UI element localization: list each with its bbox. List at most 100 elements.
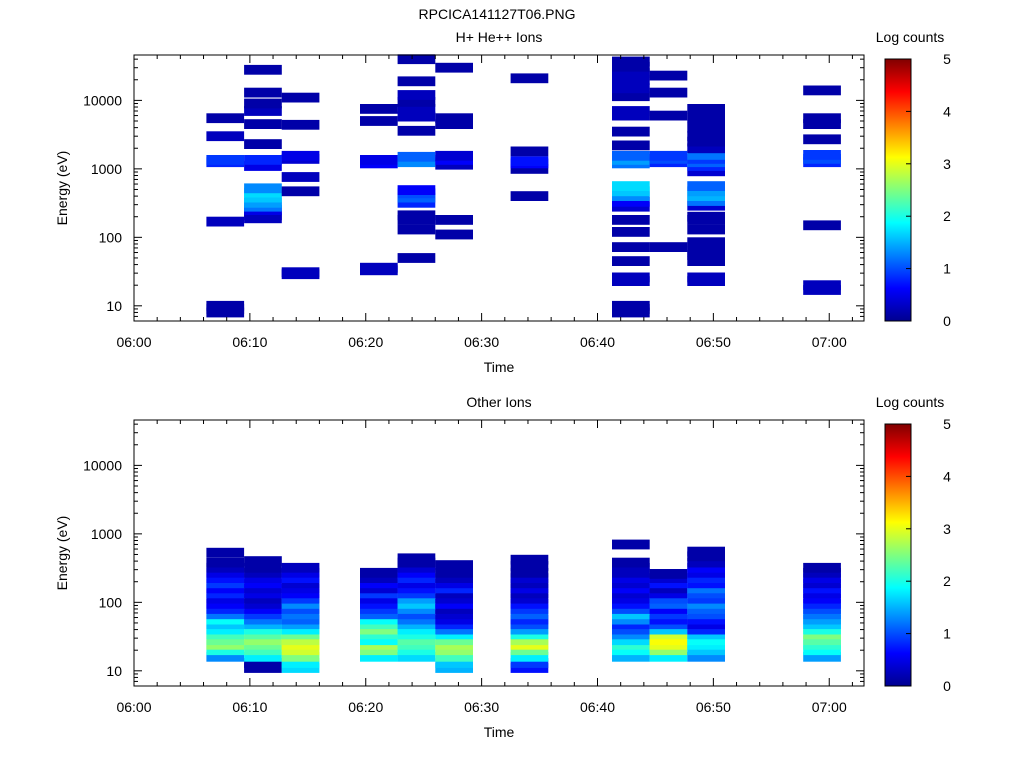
x-tick-label: 06:00 bbox=[116, 334, 151, 350]
heatmap-cell bbox=[206, 583, 245, 594]
heatmap-cell bbox=[397, 573, 436, 583]
heatmap-cell bbox=[803, 85, 841, 96]
heatmap-cell bbox=[510, 593, 549, 604]
colorbar-gradient bbox=[884, 423, 912, 687]
heatmap-cell bbox=[244, 161, 282, 171]
panel-title: Other Ions bbox=[466, 394, 531, 410]
heatmap-cell bbox=[397, 583, 436, 594]
heatmap-cell bbox=[510, 73, 549, 84]
heatmap-cell bbox=[244, 155, 282, 165]
heatmap-cell bbox=[206, 113, 245, 124]
x-tick-label: 07:00 bbox=[812, 334, 847, 350]
panel-title: H+ He++ Ions bbox=[456, 29, 543, 45]
heatmap-cell bbox=[435, 62, 473, 73]
heatmap-cell bbox=[281, 583, 320, 594]
heatmap-cell bbox=[687, 609, 725, 620]
colorbar-tick-label: 5 bbox=[943, 51, 951, 67]
heatmap-cell bbox=[510, 164, 549, 174]
heatmap-cell bbox=[612, 588, 650, 599]
heatmap-cell bbox=[397, 97, 436, 107]
heatmap-cell bbox=[397, 185, 436, 195]
heatmap-cell bbox=[206, 131, 245, 142]
heatmap-cell bbox=[244, 578, 282, 589]
heatmap-cell bbox=[435, 150, 473, 161]
panel-1: 06:00 06:10 06:20 06:30 06:40 06:50 07:0010100… bbox=[54, 29, 951, 375]
heatmap-cell bbox=[612, 567, 650, 578]
x-tick-label: 06:20 bbox=[348, 334, 383, 350]
heatmap-cell bbox=[649, 110, 688, 121]
heatmap-cell bbox=[687, 224, 725, 235]
colorbar-tick-label: 1 bbox=[943, 626, 951, 642]
heatmap-cell bbox=[649, 87, 688, 98]
heatmap-cell bbox=[612, 256, 650, 266]
heatmap-cell bbox=[510, 645, 549, 656]
plot-frame bbox=[133, 419, 865, 687]
heatmap-cell bbox=[206, 599, 245, 609]
heatmap-cell bbox=[397, 157, 436, 168]
heatmap-cell bbox=[803, 604, 841, 614]
heatmap-cell bbox=[435, 624, 473, 635]
heatmap-cell bbox=[281, 651, 320, 662]
y-tick-label: 1000 bbox=[91, 526, 122, 542]
heatmap-cell bbox=[244, 624, 282, 635]
heatmap-cell bbox=[281, 614, 320, 625]
heatmap-cell bbox=[612, 91, 650, 102]
heatmap-cell bbox=[397, 54, 436, 65]
colorbar-tick-label: 3 bbox=[943, 156, 951, 172]
heatmap-cell bbox=[244, 64, 282, 75]
heatmap-cell bbox=[244, 210, 282, 221]
heatmap-cell bbox=[612, 61, 650, 72]
heatmap-cell bbox=[360, 104, 398, 114]
heatmap-cell bbox=[803, 150, 841, 160]
heatmap-cell bbox=[281, 92, 320, 103]
heatmap-cell bbox=[281, 624, 320, 635]
heatmap-cell bbox=[510, 554, 549, 565]
heatmap-cell bbox=[281, 578, 320, 589]
heatmap-cell bbox=[435, 604, 473, 614]
heatmap-cell bbox=[397, 604, 436, 614]
heatmap-cell bbox=[360, 635, 398, 646]
heatmap-cell bbox=[244, 635, 282, 646]
heatmap-cell bbox=[397, 562, 436, 573]
heatmap-cell bbox=[360, 583, 398, 594]
heatmap-cell bbox=[206, 547, 245, 558]
heatmap-cell bbox=[360, 567, 398, 578]
x-axis-label: Time bbox=[484, 359, 515, 375]
heatmap-cell bbox=[687, 136, 725, 147]
heatmap-cell bbox=[687, 562, 725, 573]
heatmap-cell bbox=[510, 635, 549, 646]
plot-frame bbox=[133, 54, 865, 322]
heatmap-cell bbox=[244, 651, 282, 662]
heatmap-cell bbox=[206, 155, 245, 165]
heatmap-cell bbox=[612, 573, 650, 583]
heatmap-cell bbox=[397, 578, 436, 589]
heatmap-cell bbox=[397, 624, 436, 635]
heatmap-cell bbox=[612, 624, 650, 635]
heatmap-cell bbox=[687, 599, 725, 609]
heatmap-cell bbox=[649, 604, 688, 614]
heatmap-cell bbox=[687, 583, 725, 594]
heatmap-cell bbox=[803, 593, 841, 604]
heatmap-cell bbox=[803, 651, 841, 662]
heatmap-cell bbox=[206, 604, 245, 614]
heatmap-cell bbox=[803, 567, 841, 578]
heatmap-cell bbox=[360, 609, 398, 620]
heatmap-cell bbox=[510, 663, 549, 673]
heatmap-cell bbox=[281, 567, 320, 578]
heatmap-cell bbox=[397, 210, 436, 221]
heatmap-cell bbox=[281, 635, 320, 646]
heatmap-cell bbox=[510, 588, 549, 599]
heatmap-cell bbox=[360, 262, 398, 273]
heatmap-cell bbox=[397, 635, 436, 646]
heatmap-cell bbox=[687, 593, 725, 604]
colorbar-label: Log counts bbox=[876, 394, 945, 410]
heatmap-cell bbox=[206, 614, 245, 625]
y-tick-label: 100 bbox=[99, 594, 123, 610]
x-tick-label: 06:00 bbox=[116, 699, 151, 715]
y-tick-label: 10 bbox=[106, 298, 122, 314]
heatmap-cell bbox=[281, 172, 320, 182]
heatmap-cell bbox=[206, 651, 245, 662]
heatmap-cell bbox=[435, 573, 473, 583]
heatmap-cell bbox=[612, 272, 650, 283]
colorbar-tick-label: 2 bbox=[943, 573, 951, 589]
